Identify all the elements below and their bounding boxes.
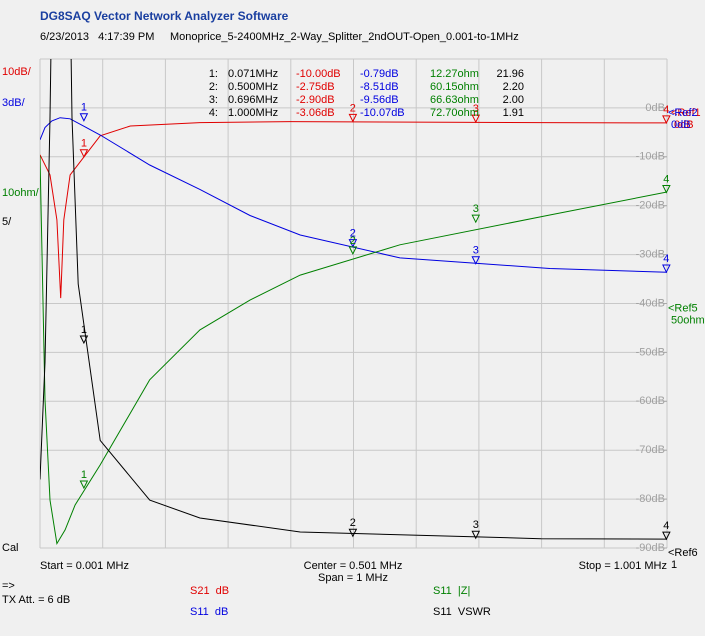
- ref-level: 50ohm: [671, 314, 705, 326]
- marker-value: -8.51dB: [360, 81, 399, 93]
- marker-value: 60.15ohm: [430, 81, 479, 93]
- scale-label: 10dB/: [2, 66, 32, 78]
- y-tick-label: -50dB: [636, 346, 665, 358]
- trace: [40, 59, 667, 540]
- timestamp: 6/23/2013 4:17:39 PM: [40, 31, 154, 43]
- marker-id: 2: [350, 517, 356, 529]
- y-tick-label: 0dB: [645, 102, 665, 114]
- marker-value: -3.06dB: [296, 107, 335, 119]
- marker-freq: 0.696MHz: [228, 94, 278, 106]
- marker-triangle: [471, 114, 481, 124]
- start-label: Start = 0.001 MHz: [40, 560, 129, 572]
- marker-value: -0.79dB: [360, 68, 399, 80]
- stop-label: Stop = 1.001 MHz: [579, 560, 667, 572]
- legend-entry: S21 dB: [190, 585, 229, 597]
- filename: Monoprice_5-2400MHz_2-Way_Splitter_2ndOU…: [170, 31, 519, 43]
- marker-triangle: [348, 239, 358, 248]
- marker-value: 12.27ohm: [430, 68, 479, 80]
- legend-entry: S11 |Z|: [433, 585, 470, 597]
- marker-triangle: [662, 115, 671, 124]
- y-tick-label: -70dB: [636, 444, 665, 456]
- marker-triangle: [348, 528, 358, 538]
- marker-value: -9.56dB: [360, 94, 399, 106]
- marker-id: 3: [473, 103, 479, 115]
- ref-name: <Ref2: [668, 107, 698, 119]
- marker-value: -2.75dB: [296, 81, 335, 93]
- legend-entry: S11 VSWR: [433, 606, 491, 618]
- marker-triangle: [348, 113, 358, 123]
- scale-label: 3dB/: [2, 97, 26, 109]
- marker-triangle: [471, 530, 481, 540]
- arrow-label: =>: [2, 580, 15, 592]
- marker-id: 4: [663, 173, 669, 185]
- marker-freq: 0.500MHz: [228, 81, 278, 93]
- marker-triangle: [79, 113, 89, 122]
- scale-label: 5/: [2, 216, 12, 228]
- y-tick-label: -40dB: [636, 297, 665, 309]
- marker-index: 3:: [209, 94, 218, 106]
- marker-value: -2.90dB: [296, 94, 335, 106]
- marker-value: -10.07dB: [360, 107, 405, 119]
- trace: [40, 155, 667, 546]
- center-label: Center = 0.501 MHz: [304, 560, 403, 572]
- marker-value: 21.96: [496, 68, 524, 80]
- marker-value: -10.00dB: [296, 68, 341, 80]
- marker-value: 2.20: [503, 81, 524, 93]
- marker-id: 1: [81, 138, 87, 150]
- marker-freq: 1.000MHz: [228, 107, 278, 119]
- ref-name: <Ref1: [671, 107, 701, 119]
- y-tick-label: -10dB: [636, 151, 665, 163]
- marker-value: 72.70ohm: [430, 107, 479, 119]
- marker-id: 1: [81, 469, 87, 481]
- marker-triangle: [79, 149, 89, 158]
- marker-triangle: [79, 480, 89, 490]
- marker-value: 1.91: [503, 107, 524, 119]
- marker-value: 66.63ohm: [430, 94, 479, 106]
- marker-triangle: [662, 184, 671, 194]
- marker-id: 1: [81, 324, 87, 336]
- marker-triangle: [662, 531, 671, 541]
- marker-index: 4:: [209, 107, 218, 119]
- tx-att: TX Att. = 6 dB: [2, 594, 70, 606]
- ref-level: 1: [671, 559, 677, 571]
- marker-triangle: [662, 264, 671, 274]
- cal-label: Cal: [2, 542, 19, 554]
- marker-index: 2:: [209, 81, 218, 93]
- y-tick-label: -20dB: [636, 200, 665, 212]
- ref-level: 0dB: [674, 119, 694, 131]
- scale-label: 10ohm/: [2, 187, 40, 199]
- marker-id: 1: [81, 102, 87, 114]
- marker-id: 3: [473, 519, 479, 531]
- ref-level: 0dB: [671, 119, 691, 131]
- ref-name: <Ref6: [668, 547, 698, 559]
- legend-entry: S11 dB: [190, 606, 228, 618]
- marker-triangle: [79, 335, 89, 345]
- trace: [40, 117, 667, 273]
- ref-name: <Ref5: [668, 302, 698, 314]
- marker-id: 3: [473, 245, 479, 257]
- y-tick-label: -60dB: [636, 395, 665, 407]
- marker-id: 4: [663, 253, 669, 265]
- y-tick-label: -30dB: [636, 249, 665, 261]
- marker-id: 2: [350, 235, 356, 247]
- marker-freq: 0.071MHz: [228, 68, 278, 80]
- marker-id: 3: [473, 203, 479, 215]
- y-tick-label: -80dB: [636, 493, 665, 505]
- marker-triangle: [348, 246, 358, 255]
- marker-value: 2.00: [503, 94, 524, 106]
- marker-id: 4: [663, 520, 669, 532]
- app-title: DG8SAQ Vector Network Analyzer Software: [40, 9, 289, 23]
- marker-id: 2: [350, 102, 356, 114]
- marker-triangle: [471, 256, 481, 265]
- y-tick-label: -90dB: [636, 542, 665, 554]
- marker-id: 2: [350, 228, 356, 240]
- marker-index: 1:: [209, 68, 218, 80]
- marker-id: 4: [663, 104, 669, 116]
- marker-triangle: [471, 214, 481, 224]
- span-label: Span = 1 MHz: [318, 572, 388, 584]
